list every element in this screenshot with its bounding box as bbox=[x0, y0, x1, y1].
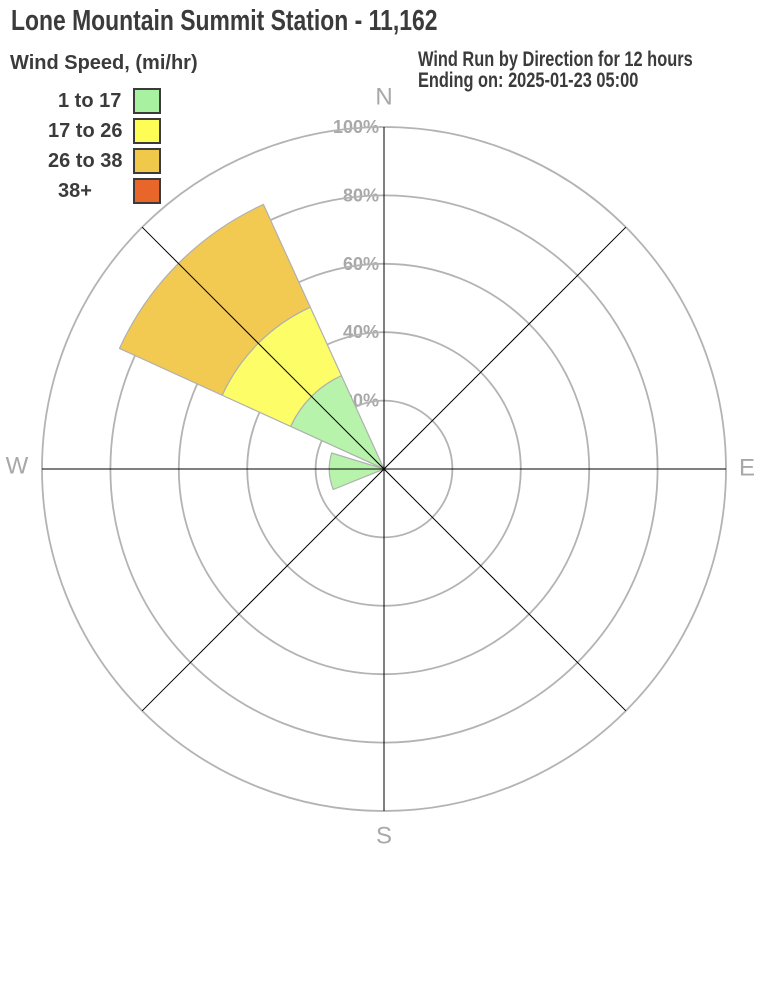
legend-rows: 1 to 17 17 to 26 26 to 38 38+ bbox=[10, 86, 198, 206]
ring-label-60pct: 60% bbox=[343, 254, 379, 274]
axis-line-nw-se bbox=[141, 226, 627, 712]
legend-item: 17 to 26 bbox=[10, 116, 198, 146]
compass-label-s: S bbox=[376, 823, 392, 850]
legend-item-label-2: 26 to 38 bbox=[48, 149, 123, 172]
compass-label-w: W bbox=[6, 453, 29, 480]
legend-title: Wind Speed, (mi/hr) bbox=[10, 52, 198, 74]
legend-item: 1 to 17 bbox=[10, 86, 198, 116]
legend-item-swatch-3 bbox=[133, 178, 161, 204]
legend-item-swatch-0 bbox=[133, 88, 161, 114]
ring-label-80pct: 80% bbox=[343, 185, 379, 205]
legend-item-swatch-2 bbox=[133, 148, 161, 174]
subtitle-line-1: Wind Run by Direction for 12 hours bbox=[418, 49, 768, 70]
legend-item-label-0: 1 to 17 bbox=[58, 89, 122, 112]
wind-speed-legend: Wind Speed, (mi/hr) 1 to 17 17 to 26 26 … bbox=[10, 52, 198, 206]
subtitle-line-1-text: Wind Run by Direction for 12 hours bbox=[418, 48, 693, 71]
chart-subtitle: Wind Run by Direction for 12 hours Endin… bbox=[418, 49, 768, 91]
petal-W-segment-1-to-17 bbox=[328, 452, 385, 491]
legend-item-label-1: 17 to 26 bbox=[48, 119, 123, 142]
page-title-text: Lone Mountain Summit Station - 11,162 bbox=[11, 5, 438, 37]
ring-label-100pct: 100% bbox=[333, 117, 379, 137]
ring-label-40pct: 40% bbox=[343, 322, 379, 342]
legend-item-swatch-1 bbox=[133, 118, 161, 144]
subtitle-line-2-text: Ending on: 2025-01-23 05:00 bbox=[418, 69, 639, 92]
page-title: Lone Mountain Summit Station - 11,162 bbox=[11, 5, 551, 38]
legend-item-label-3: 38+ bbox=[58, 179, 92, 202]
compass-label-e: E bbox=[739, 455, 755, 482]
compass-label-n: N bbox=[375, 84, 392, 111]
legend-item: 38+ bbox=[10, 176, 198, 206]
legend-item: 26 to 38 bbox=[10, 146, 198, 176]
subtitle-line-2: Ending on: 2025-01-23 05:00 bbox=[418, 70, 768, 91]
